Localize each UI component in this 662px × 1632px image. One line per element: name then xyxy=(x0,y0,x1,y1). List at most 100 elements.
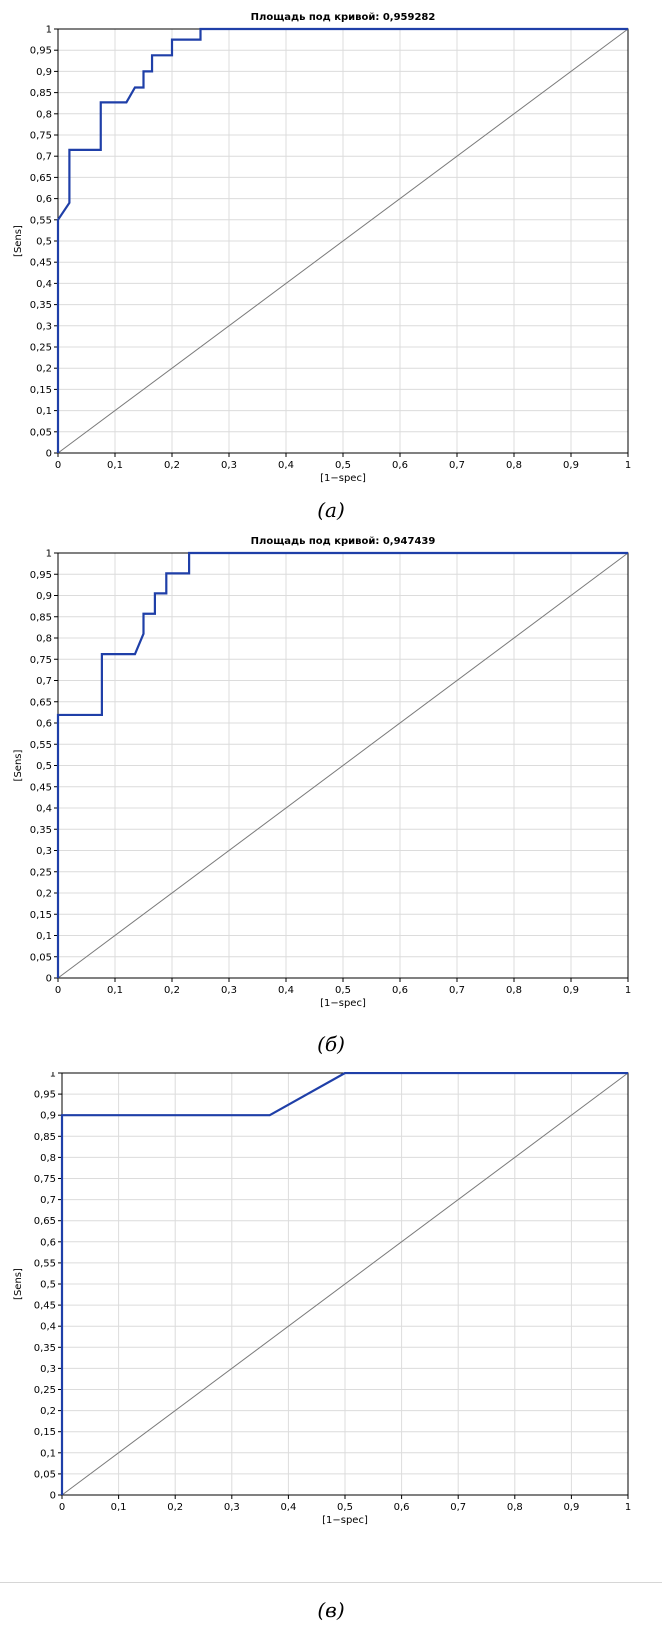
y-tick-label: 0,45 xyxy=(30,782,52,793)
y-tick-label: 0,9 xyxy=(40,1111,56,1122)
y-tick-label: 0,65 xyxy=(30,173,52,184)
x-tick-label: 1 xyxy=(625,460,631,471)
y-tick-label: 0,95 xyxy=(34,1090,56,1101)
y-tick-label: 0,75 xyxy=(34,1174,56,1185)
y-tick-label: 0,6 xyxy=(36,719,52,730)
y-tick-label: 0,85 xyxy=(34,1132,56,1143)
diagonal-reference-line xyxy=(57,552,629,979)
x-tick-label: 0,1 xyxy=(107,460,123,471)
y-tick-label: 0,9 xyxy=(36,67,52,78)
y-tick-label: 0,1 xyxy=(40,1448,56,1459)
diagonal-reference-line xyxy=(61,1072,629,1496)
x-tick-label: 0,9 xyxy=(563,985,579,996)
y-tick-label: 0,1 xyxy=(36,406,52,417)
y-tick-label: 0,55 xyxy=(30,215,52,226)
y-tick-label: 0,8 xyxy=(40,1153,56,1164)
x-tick-label: 0,9 xyxy=(563,1502,579,1513)
x-tick-label: 0,2 xyxy=(167,1502,183,1513)
y-tick-label: 0,9 xyxy=(36,591,52,602)
y-tick-label: 0,45 xyxy=(30,258,52,269)
y-tick-label: 0,65 xyxy=(30,697,52,708)
roc-chart-a: Площадь под кривой: 0,959282 0 0,1 0,2 0,3 0,… xyxy=(13,12,631,484)
roc-chart-b: Площадь под кривой: 0,947439 0 0,1 0,2 0,3 0,… xyxy=(13,536,631,1009)
y-tick-label: 0,95 xyxy=(30,570,52,581)
y-tick-label: 0,5 xyxy=(36,761,52,772)
x-tick-label: 1 xyxy=(625,985,631,996)
x-tick-label: 0,7 xyxy=(450,1502,466,1513)
y-tick-label: 0,2 xyxy=(36,364,52,375)
divider xyxy=(0,1582,662,1583)
y-tick-label: 0,6 xyxy=(36,194,52,205)
y-tick-label: 0,85 xyxy=(30,612,52,623)
y-tick-label: 0,8 xyxy=(36,634,52,645)
x-tick-label: 0,4 xyxy=(278,460,294,471)
y-axis-title: [Sens] xyxy=(13,225,24,257)
chart-title-b: Площадь под кривой: 0,947439 xyxy=(251,536,436,547)
roc-curve-line xyxy=(60,1072,628,1495)
x-tick-label: 0,2 xyxy=(164,985,180,996)
y-tick-label: 0,8 xyxy=(36,109,52,120)
x-tick-label: 0,6 xyxy=(394,1502,410,1513)
y-tick-label: 0,7 xyxy=(36,152,52,163)
y-tick-label: 0,1 xyxy=(36,931,52,942)
x-tick-label: 0,6 xyxy=(392,985,408,996)
y-tick-label: 0,25 xyxy=(30,343,52,354)
x-tick-label: 0 xyxy=(55,460,61,471)
y-tick-label: 0,3 xyxy=(40,1364,56,1375)
y-tick-label: 0,4 xyxy=(36,279,52,290)
y-tick-label: 0,15 xyxy=(34,1427,56,1438)
y-tick-label: 1 xyxy=(50,1072,56,1080)
roc-panel-b: Площадь под кривой: 0,947439 0 0,1 0,2 0,3 0,… xyxy=(0,530,662,1070)
y-tick-label: 0,95 xyxy=(30,46,52,57)
y-tick-label: 0,85 xyxy=(30,88,52,99)
y-tick-label: 0,35 xyxy=(30,300,52,311)
y-axis-title: [Sens] xyxy=(13,749,24,781)
caption-a: (а) xyxy=(317,498,345,522)
y-tick-label: 0,15 xyxy=(30,910,52,921)
y-tick-label: 0,65 xyxy=(34,1216,56,1227)
y-tick-label: 0,5 xyxy=(40,1280,56,1291)
x-tick-label: 0,8 xyxy=(507,1502,523,1513)
roc-panel-c: Площадь под кривой: 0,95666700,10,20,30,… xyxy=(0,1072,662,1632)
y-tick-label: 1 xyxy=(46,549,52,560)
roc-curve-line xyxy=(56,551,628,978)
x-tick-label: 0,8 xyxy=(506,985,522,996)
y-tick-label: 0 xyxy=(46,449,52,460)
y-tick-label: 0,55 xyxy=(30,740,52,751)
y-tick-label: 0,2 xyxy=(36,889,52,900)
roc-panel-a: Площадь под кривой: 0,959282 0 0,1 0,2 0,3 0,… xyxy=(0,0,662,530)
y-tick-label: 0 xyxy=(50,1491,56,1502)
y-tick-label: 0,2 xyxy=(40,1406,56,1417)
y-tick-label: 0,75 xyxy=(30,131,52,142)
x-axis-title: [1−spec] xyxy=(320,998,366,1009)
y-tick-label: 0,25 xyxy=(30,867,52,878)
y-tick-label: 0,05 xyxy=(30,427,52,438)
x-tick-label: 0,1 xyxy=(107,985,123,996)
y-tick-label: 0,35 xyxy=(34,1343,56,1354)
x-tick-label: 0,1 xyxy=(111,1502,127,1513)
y-tick-label: 1 xyxy=(46,25,52,36)
x-tick-label: 0 xyxy=(59,1502,65,1513)
x-tick-label: 0,7 xyxy=(449,460,465,471)
y-axis-title: [Sens] xyxy=(13,1268,24,1300)
y-tick-label: 0,5 xyxy=(36,237,52,248)
x-tick-label: 0,3 xyxy=(221,460,237,471)
x-tick-label: 0,4 xyxy=(278,985,294,996)
x-tick-label: 0,5 xyxy=(335,985,351,996)
roc-curve-line xyxy=(56,27,628,453)
y-tick-label: 0,4 xyxy=(36,804,52,815)
x-tick-label: 1 xyxy=(625,1502,631,1513)
y-tick-label: 0,05 xyxy=(34,1469,56,1480)
y-tick-label: 0,7 xyxy=(40,1195,56,1206)
y-tick-label: 0,75 xyxy=(30,655,52,666)
x-tick-label: 0,7 xyxy=(449,985,465,996)
caption-b: (б) xyxy=(317,1032,345,1056)
x-tick-label: 0,9 xyxy=(563,460,579,471)
x-tick-label: 0,4 xyxy=(280,1502,296,1513)
x-tick-label: 0,2 xyxy=(164,460,180,471)
x-tick-label: 0,5 xyxy=(337,1502,353,1513)
x-tick-label: 0,5 xyxy=(335,460,351,471)
y-tick-label: 0,7 xyxy=(36,676,52,687)
x-axis-title: [1−spec] xyxy=(322,1515,368,1526)
